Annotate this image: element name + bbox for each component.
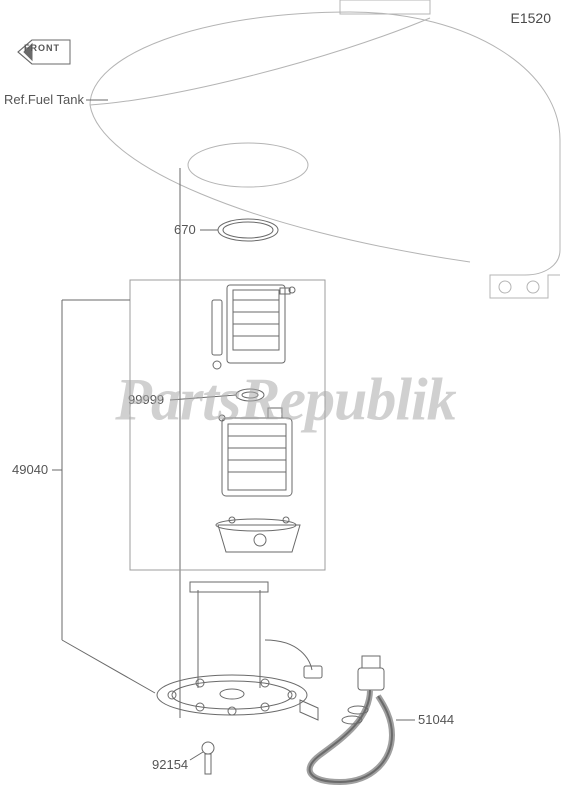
parts-diagram — [0, 0, 571, 800]
callout-49040: 49040 — [12, 463, 48, 476]
callout-670: 670 — [174, 223, 196, 236]
part-lower-canister — [222, 408, 292, 496]
callout-51044: 51044 — [418, 713, 454, 726]
part-sender-bracket — [157, 582, 322, 720]
fuel-tank-outline — [90, 0, 560, 298]
leader-lines — [52, 100, 415, 760]
ref-fuel-tank-label: Ref.Fuel Tank — [4, 93, 84, 106]
diagram-code: E1520 — [511, 10, 551, 26]
callout-92154: 92154 — [152, 758, 188, 771]
part-strainer — [216, 517, 300, 552]
front-label: FRONT — [24, 44, 60, 53]
part-670-oring — [218, 219, 278, 241]
part-92154-bolt — [202, 742, 214, 774]
callout-99999: 99999 — [128, 393, 164, 406]
part-99999-upper — [212, 285, 295, 421]
